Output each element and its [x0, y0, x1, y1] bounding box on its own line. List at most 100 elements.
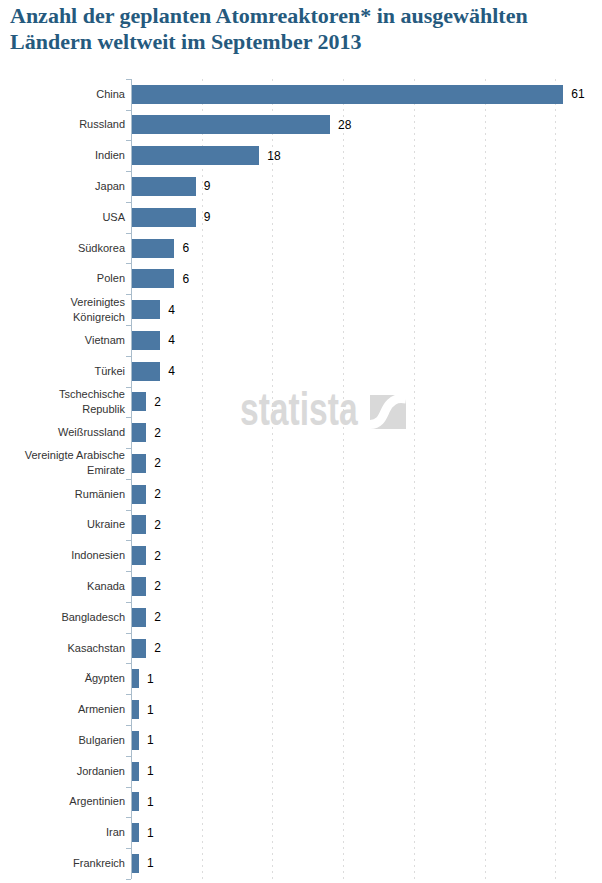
- bar: [132, 85, 563, 104]
- bar: [132, 515, 146, 534]
- axis-tick: [126, 479, 131, 480]
- gridline: [272, 79, 273, 879]
- axis-tick: [126, 387, 131, 388]
- bar: [132, 762, 139, 781]
- category-label: Ukraine: [21, 510, 125, 541]
- bar-chart: China61Russland28Indien18Japan9USA9Südko…: [0, 0, 602, 883]
- bar: [132, 177, 196, 196]
- bar: [132, 546, 146, 565]
- bar: [132, 608, 146, 627]
- category-label: Kanada: [21, 571, 125, 602]
- bar: [132, 362, 160, 381]
- gridline: [414, 79, 415, 879]
- value-label: 1: [147, 817, 154, 848]
- category-label: Russland: [21, 110, 125, 141]
- value-label: 1: [147, 694, 154, 725]
- category-label: Bangladesch: [21, 602, 125, 633]
- bar: [132, 208, 196, 227]
- value-label: 1: [147, 663, 154, 694]
- axis-tick: [126, 571, 131, 572]
- axis-tick: [126, 817, 131, 818]
- value-label: 1: [147, 787, 154, 818]
- gridline: [343, 79, 344, 879]
- bar: [132, 731, 139, 750]
- category-label: USA: [21, 202, 125, 233]
- bar: [132, 577, 146, 596]
- statista-logo-icon: [370, 395, 406, 429]
- category-label: Ägypten: [21, 663, 125, 694]
- category-label: Vereinigtes Königreich: [21, 294, 125, 325]
- category-label: Indien: [21, 140, 125, 171]
- bar: [132, 854, 139, 873]
- axis-tick: [126, 787, 131, 788]
- bar: [132, 300, 160, 319]
- axis-tick: [126, 448, 131, 449]
- axis-tick: [126, 417, 131, 418]
- gridline: [202, 79, 203, 879]
- value-label: 4: [168, 356, 175, 387]
- axis-tick: [126, 110, 131, 111]
- bar: [132, 115, 330, 134]
- value-label: 2: [154, 417, 161, 448]
- value-label: 1: [147, 848, 154, 879]
- category-label: Kasachstan: [21, 633, 125, 664]
- value-label: 1: [147, 756, 154, 787]
- value-label: 1: [147, 725, 154, 756]
- y-axis-line: [131, 79, 132, 879]
- category-label: Weißrussland: [21, 417, 125, 448]
- axis-tick: [126, 263, 131, 264]
- category-label: Argentinien: [21, 787, 125, 818]
- value-label: 18: [267, 140, 280, 171]
- bar: [132, 392, 146, 411]
- value-label: 2: [154, 540, 161, 571]
- value-label: 9: [204, 202, 211, 233]
- category-label: Frankreich: [21, 848, 125, 879]
- axis-tick: [126, 848, 131, 849]
- category-label: Vereinigte Arabische Emirate: [21, 448, 125, 479]
- axis-tick: [126, 233, 131, 234]
- category-label: Japan: [21, 171, 125, 202]
- category-label: Vietnam: [21, 325, 125, 356]
- value-label: 6: [182, 233, 189, 264]
- axis-tick: [126, 325, 131, 326]
- category-label: Rumänien: [21, 479, 125, 510]
- axis-tick: [126, 602, 131, 603]
- bar: [132, 331, 160, 350]
- category-label: Tschechische Republik: [21, 387, 125, 418]
- axis-tick: [126, 540, 131, 541]
- value-label: 2: [154, 633, 161, 664]
- bar: [132, 423, 146, 442]
- axis-tick: [126, 79, 131, 80]
- axis-tick: [126, 725, 131, 726]
- axis-tick: [126, 756, 131, 757]
- category-label: Armenien: [21, 694, 125, 725]
- value-label: 28: [338, 110, 351, 141]
- bar: [132, 146, 259, 165]
- value-label: 2: [154, 510, 161, 541]
- axis-tick: [126, 356, 131, 357]
- category-label: Indonesien: [21, 540, 125, 571]
- value-label: 4: [168, 294, 175, 325]
- value-label: 61: [571, 79, 584, 110]
- value-label: 4: [168, 325, 175, 356]
- gridline: [555, 79, 556, 879]
- bar: [132, 269, 174, 288]
- axis-tick: [126, 294, 131, 295]
- category-label: Bulgarien: [21, 725, 125, 756]
- bar: [132, 239, 174, 258]
- category-label: Südkorea: [21, 233, 125, 264]
- category-label: Polen: [21, 263, 125, 294]
- bar: [132, 823, 139, 842]
- bar: [132, 639, 146, 658]
- axis-tick: [126, 879, 131, 880]
- bar: [132, 485, 146, 504]
- bar: [132, 700, 139, 719]
- bar: [132, 454, 146, 473]
- gridline: [485, 79, 486, 879]
- value-label: 9: [204, 171, 211, 202]
- axis-tick: [126, 663, 131, 664]
- axis-tick: [126, 694, 131, 695]
- category-label: Iran: [21, 817, 125, 848]
- axis-tick: [126, 140, 131, 141]
- axis-tick: [126, 171, 131, 172]
